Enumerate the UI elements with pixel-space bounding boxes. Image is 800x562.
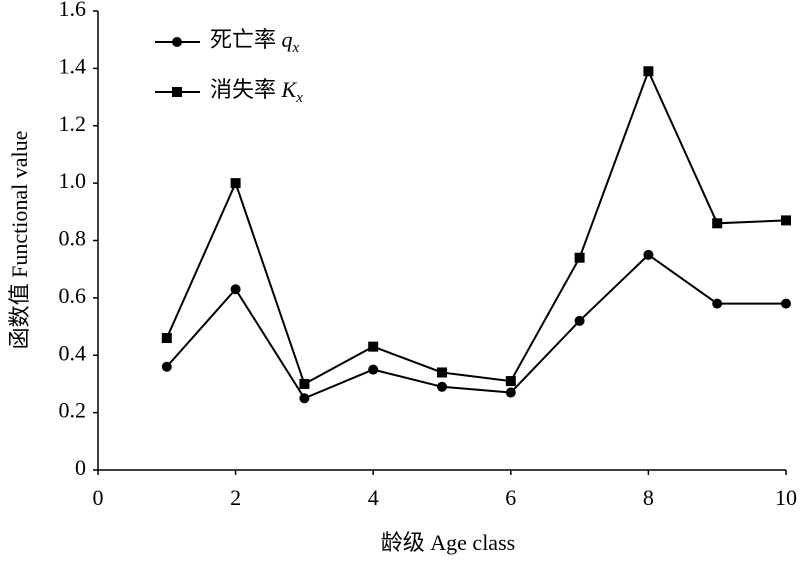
data-point bbox=[712, 218, 723, 229]
y-tick-label: 0.2 bbox=[59, 398, 87, 423]
data-point bbox=[643, 66, 654, 77]
data-point bbox=[230, 284, 241, 295]
data-point bbox=[437, 367, 447, 378]
data-point bbox=[505, 376, 516, 387]
data-point bbox=[643, 249, 654, 260]
y-axis-label: 函数值 Functional value bbox=[7, 131, 32, 350]
x-tick-label: 6 bbox=[505, 485, 516, 510]
data-point bbox=[299, 393, 310, 404]
legend-label: 消失率 Kx bbox=[210, 77, 303, 106]
legend-label: 死亡率 qx bbox=[210, 27, 300, 56]
y-tick-label: 0.4 bbox=[59, 340, 87, 365]
data-point bbox=[172, 37, 182, 47]
data-point bbox=[574, 315, 585, 326]
series-line bbox=[165, 68, 787, 386]
x-axis-label: 龄级 Age class bbox=[381, 530, 515, 555]
x-tick-label: 2 bbox=[230, 485, 241, 510]
series-line bbox=[166, 253, 786, 400]
y-tick-label: 1.4 bbox=[59, 53, 87, 78]
data-point bbox=[781, 215, 791, 226]
y-tick-label: 1.2 bbox=[59, 111, 87, 136]
x-tick-label: 4 bbox=[368, 485, 379, 510]
data-point bbox=[161, 361, 172, 372]
data-point bbox=[712, 298, 723, 309]
x-tick-label: 8 bbox=[643, 485, 654, 510]
data-point bbox=[161, 333, 172, 344]
data-point bbox=[505, 387, 516, 398]
x-tick-label: 10 bbox=[775, 485, 797, 510]
data-point bbox=[574, 252, 585, 263]
data-point bbox=[781, 298, 791, 309]
x-tick-label: 0 bbox=[93, 485, 104, 510]
y-tick-label: 1.0 bbox=[59, 168, 87, 193]
data-point bbox=[299, 378, 310, 389]
y-tick-label: 0.6 bbox=[59, 283, 87, 308]
y-tick-label: 1.6 bbox=[59, 0, 87, 21]
y-tick-label: 0.8 bbox=[59, 226, 87, 251]
data-point bbox=[230, 178, 241, 189]
data-point bbox=[172, 87, 182, 97]
y-tick-label: 0 bbox=[75, 455, 86, 480]
data-point bbox=[368, 364, 379, 375]
data-point bbox=[437, 381, 447, 392]
data-point bbox=[368, 341, 379, 352]
